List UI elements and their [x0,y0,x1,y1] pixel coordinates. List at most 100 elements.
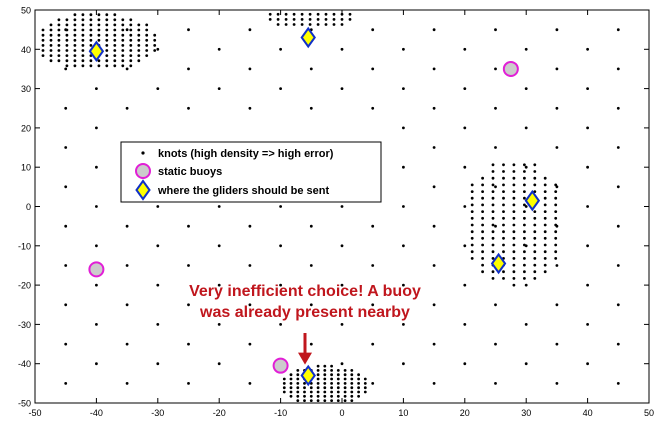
knot-point [308,18,312,21]
knot-point [555,28,559,32]
knot-point [481,223,484,227]
knot-point [543,196,547,200]
knot-point [350,382,354,385]
knot-point [65,49,69,52]
knot-point [300,23,304,26]
knot-point [543,176,547,180]
knot-point [470,236,474,240]
knot-point [316,373,320,377]
knot-point [41,33,45,37]
knot-point [289,377,293,381]
knot-point [502,230,505,234]
knot-point [81,28,85,32]
knot-point [89,38,93,42]
knot-point [248,264,252,267]
knot-point [523,230,526,234]
knot-point [340,323,344,326]
knot-point [316,399,320,402]
knot-point [554,230,558,234]
knot-point [64,224,68,228]
knot-point [523,196,526,200]
knot-point [156,87,160,90]
knot-point [282,386,286,390]
knot-point [145,33,149,37]
knot-point [371,264,375,267]
knot-point [89,64,93,68]
knot-point [64,264,68,267]
knot-point [523,257,526,260]
knot-point [332,18,336,21]
knot-point [282,377,286,381]
knot-point [494,146,497,149]
knot-point [289,382,293,385]
knot-point [217,47,221,51]
knot-point [555,106,559,110]
knot-point [65,38,69,42]
knot-point [268,18,272,21]
knot-point [340,23,344,26]
knot-point [357,377,360,381]
knot-point [113,64,117,68]
static-buoy-marker [502,60,519,77]
knot-point [491,170,495,173]
knot-point [336,399,340,402]
knot-point [616,382,620,385]
knot-point [145,28,149,32]
knot-point [616,28,620,32]
knot-point [494,342,497,346]
knot-point [187,224,190,228]
knot-point [65,18,69,22]
knot-point [125,224,129,228]
knot-point [187,382,190,385]
knot-point [113,23,117,27]
knot-point [481,257,484,260]
knot-point [217,87,221,90]
knot-point [49,23,53,27]
knot-point [616,342,620,346]
knot-point [324,12,328,16]
knot-point [121,54,125,57]
knot-point [402,87,405,90]
knot-point [463,362,467,366]
knot-point [502,236,505,240]
knot-point [137,33,141,37]
knot-point [95,323,98,326]
knot-point [491,230,495,234]
knot-point [371,67,375,71]
knot-point [523,243,526,247]
knot-point [248,106,252,110]
y-tick-label: -20 [18,281,31,291]
knot-point [113,38,117,42]
knot-point [371,303,375,307]
knot-point [105,49,109,52]
knot-point [323,373,327,377]
knot-point [481,190,484,194]
knot-point [402,323,405,326]
knot-point [324,18,328,21]
knot-point [432,28,436,32]
knot-point [57,28,61,32]
knot-point [533,216,537,220]
knot-point [279,283,282,287]
knot-point [340,87,344,90]
knot-point [343,386,347,390]
knot-point [129,49,133,52]
knot-point [502,210,505,214]
knot-point [512,223,516,227]
knot-point [350,394,354,398]
knot-point [113,54,117,57]
knot-point [502,250,505,254]
knot-point [73,38,77,42]
knot-point [89,13,93,17]
knot-point [187,264,190,267]
knot-point [121,23,125,27]
knot-point [533,230,537,234]
knot-point [73,33,77,37]
knot-point [309,399,313,402]
knot-point [512,196,516,200]
knot-point [494,224,497,228]
knot-point [463,205,467,208]
knot-point [555,67,559,71]
knot-point [512,270,516,274]
legend-buoy-symbol [135,163,151,179]
